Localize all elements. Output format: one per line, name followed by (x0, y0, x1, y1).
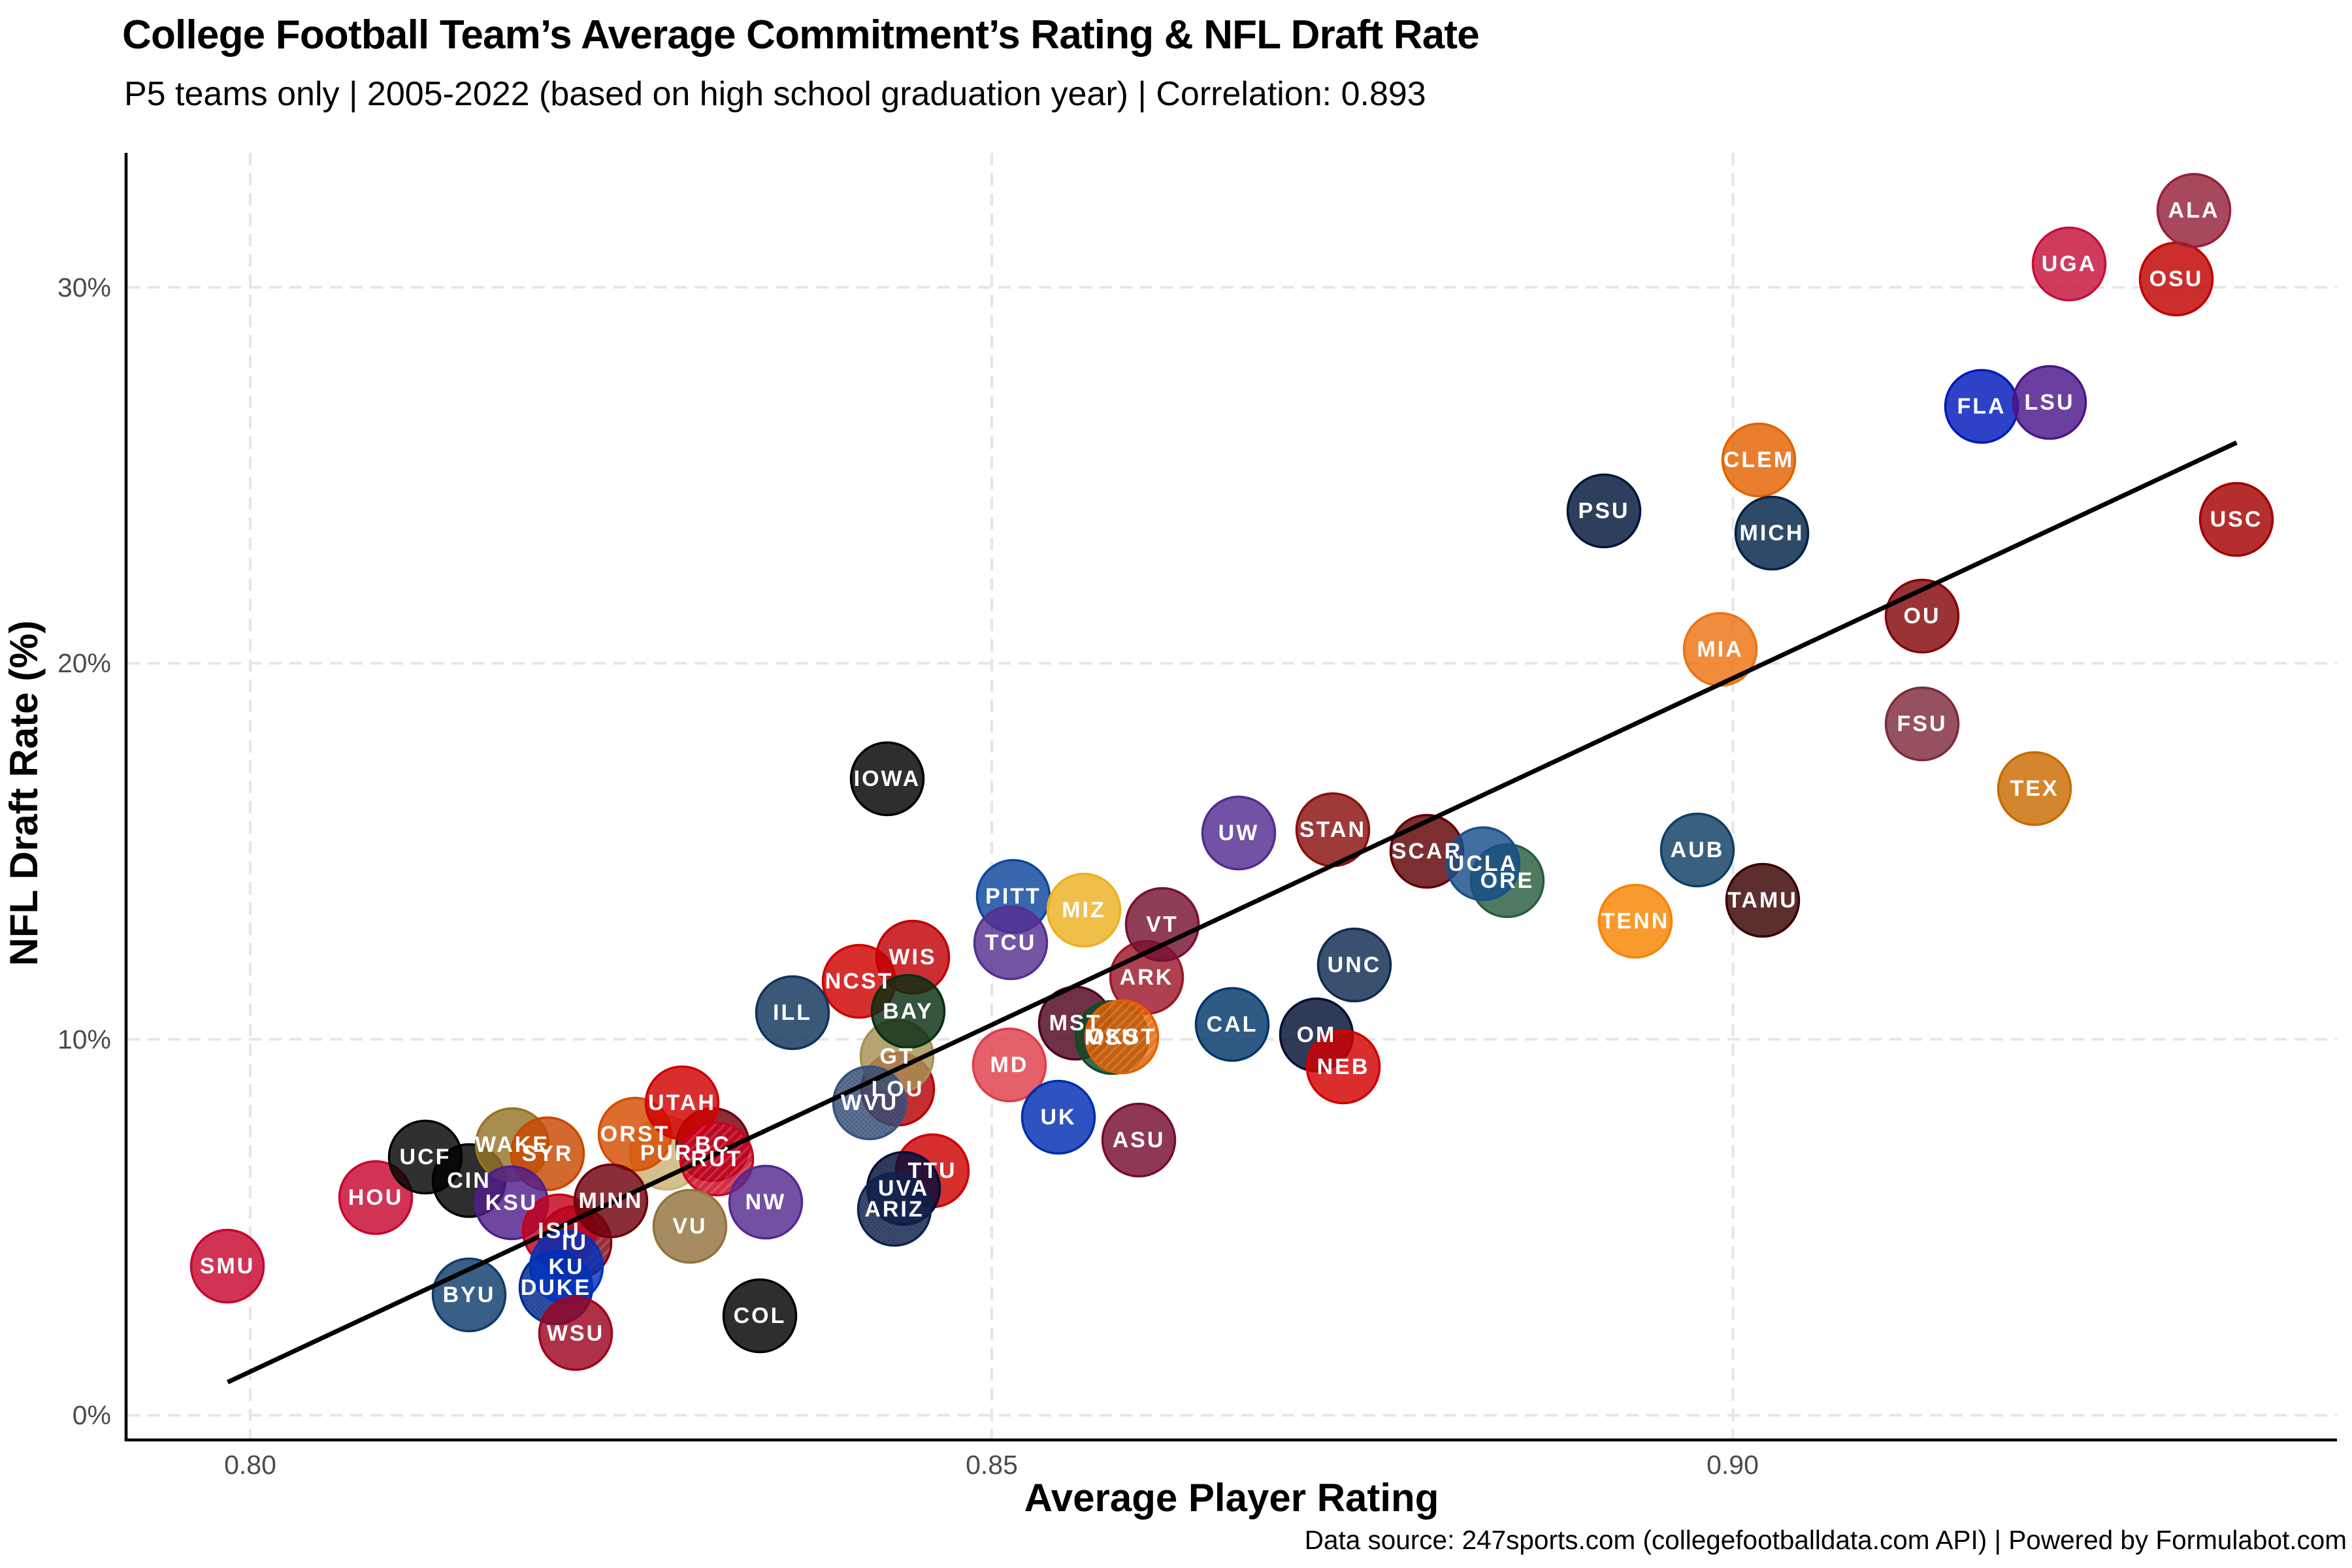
svg-text:20%: 20% (57, 648, 111, 678)
svg-text:UCLA: UCLA (1448, 851, 1518, 876)
svg-text:WVU: WVU (841, 1090, 898, 1115)
svg-text:KU: KU (548, 1254, 584, 1279)
svg-text:SYR: SYR (522, 1141, 574, 1166)
svg-text:NW: NW (745, 1190, 787, 1215)
svg-text:NFL Draft Rate (%): NFL Draft Rate (%) (2, 621, 46, 966)
svg-text:WSU: WSU (547, 1321, 604, 1346)
svg-text:OSU: OSU (2149, 267, 2204, 291)
svg-text:SCAR: SCAR (1392, 839, 1462, 864)
svg-text:MIZ: MIZ (1062, 898, 1106, 923)
svg-text:STAN: STAN (1299, 817, 1366, 842)
svg-text:MINN: MINN (579, 1188, 644, 1213)
svg-text:PUR: PUR (640, 1141, 693, 1166)
svg-text:0.85: 0.85 (966, 1450, 1018, 1480)
svg-text:30%: 30% (57, 272, 111, 302)
svg-text:TENN: TENN (1601, 909, 1670, 934)
svg-text:MIA: MIA (1697, 637, 1743, 662)
svg-text:UW: UW (1218, 821, 1260, 845)
svg-text:College Football Team’s Averag: College Football Team’s Average Commitme… (122, 12, 1479, 57)
svg-text:GT: GT (879, 1044, 914, 1069)
svg-text:KSU: KSU (485, 1190, 538, 1215)
svg-text:P5 teams only | 2005-2022 (bas: P5 teams only | 2005-2022 (based on high… (124, 75, 1426, 113)
svg-text:ALA: ALA (2168, 198, 2220, 223)
svg-text:Average Player Rating: Average Player Rating (1024, 1476, 1439, 1520)
svg-text:DUKE: DUKE (521, 1275, 591, 1300)
svg-text:NEB: NEB (1317, 1054, 1370, 1079)
svg-text:VU: VU (672, 1214, 707, 1239)
svg-text:ORST: ORST (600, 1122, 670, 1147)
svg-text:OKST: OKST (1087, 1024, 1156, 1049)
svg-text:UNC: UNC (1328, 953, 1382, 977)
svg-text:MICH: MICH (1740, 521, 1805, 546)
svg-text:RUT: RUT (691, 1147, 743, 1171)
svg-text:TEX: TEX (2010, 776, 2059, 801)
svg-text:ISU: ISU (538, 1218, 581, 1243)
svg-text:AUB: AUB (1671, 838, 1725, 862)
svg-text:WIS: WIS (889, 945, 936, 970)
svg-text:FSU: FSU (1897, 711, 1948, 736)
svg-text:UTAH: UTAH (648, 1090, 716, 1115)
svg-text:TCU: TCU (985, 930, 1037, 955)
svg-text:MST: MST (1049, 1011, 1102, 1036)
svg-text:ARIZ: ARIZ (864, 1197, 924, 1222)
svg-text:CIN: CIN (447, 1168, 491, 1193)
svg-text:MSU: MSU (1085, 1025, 1140, 1050)
svg-text:0.80: 0.80 (224, 1450, 276, 1480)
svg-text:WAKE: WAKE (475, 1132, 549, 1157)
svg-text:CLEM: CLEM (1723, 448, 1794, 472)
svg-text:UK: UK (1040, 1105, 1076, 1130)
svg-text:ARK: ARK (1120, 965, 1174, 990)
svg-text:10%: 10% (57, 1024, 111, 1054)
svg-text:ORE: ORE (1480, 868, 1535, 893)
svg-text:PITT: PITT (985, 884, 1041, 909)
svg-text:SMU: SMU (200, 1254, 255, 1279)
svg-text:PSU: PSU (1578, 498, 1630, 523)
svg-text:COL: COL (734, 1303, 787, 1328)
svg-text:CAL: CAL (1207, 1012, 1258, 1037)
svg-text:BYU: BYU (443, 1282, 496, 1307)
svg-text:ILL: ILL (773, 1000, 812, 1025)
svg-text:0%: 0% (73, 1400, 111, 1430)
svg-text:LOU: LOU (872, 1077, 924, 1102)
svg-text:MD: MD (990, 1053, 1029, 1077)
svg-text:Data source: 247sports.com (co: Data source: 247sports.com (collegefootb… (1305, 1525, 2347, 1555)
svg-text:OU: OU (1904, 604, 1941, 629)
svg-text:NCST: NCST (825, 969, 894, 994)
svg-text:TAMU: TAMU (1727, 888, 1798, 913)
svg-text:HOU: HOU (348, 1185, 404, 1210)
svg-text:OM: OM (1297, 1022, 1337, 1047)
svg-text:LSU: LSU (2025, 390, 2075, 415)
svg-text:ASU: ASU (1113, 1128, 1166, 1152)
svg-text:USC: USC (2210, 507, 2263, 532)
svg-text:BAY: BAY (883, 999, 934, 1024)
svg-text:IU: IU (562, 1230, 588, 1255)
svg-text:FLA: FLA (1957, 394, 2006, 419)
svg-text:UGA: UGA (2042, 252, 2097, 276)
svg-text:UVA: UVA (878, 1176, 929, 1201)
svg-text:VT: VT (1146, 912, 1178, 937)
svg-text:UCF: UCF (400, 1145, 451, 1169)
svg-text:BC: BC (694, 1132, 730, 1157)
svg-text:0.90: 0.90 (1707, 1450, 1759, 1480)
svg-text:TTU: TTU (907, 1158, 956, 1183)
svg-text:IOWA: IOWA (854, 766, 921, 791)
